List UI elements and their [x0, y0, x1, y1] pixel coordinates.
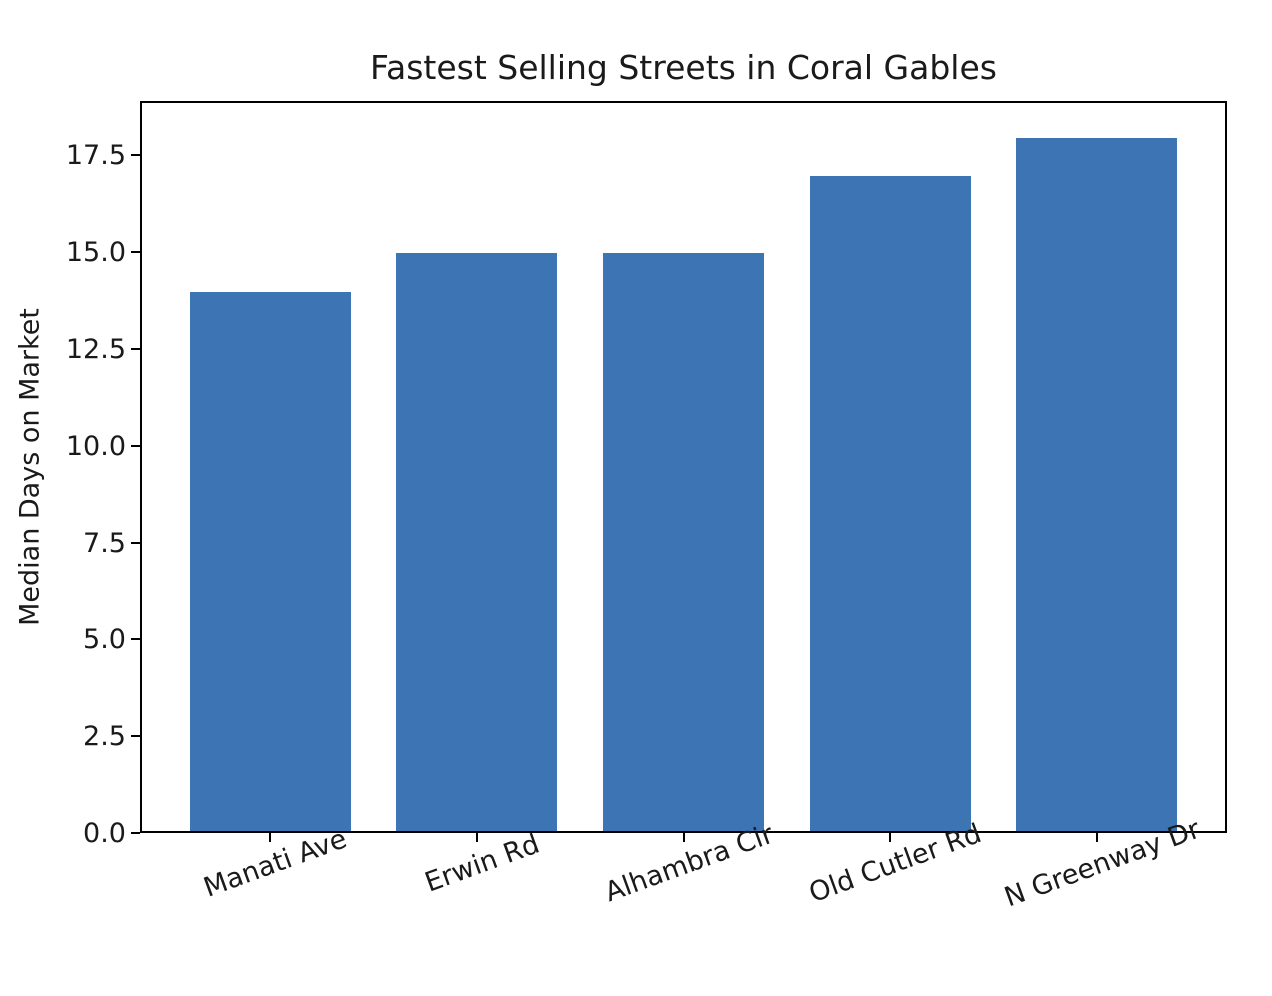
- bar-old-cutler-rd: [809, 176, 971, 831]
- bar-alhambra-cir: [602, 253, 765, 831]
- x-tick-label: Erwin Rd: [420, 828, 544, 899]
- chart-title: Fastest Selling Streets in Coral Gables: [370, 48, 997, 87]
- bar-n-greenway-dr: [1016, 137, 1178, 831]
- x-tick-label-anchor: Manati Ave: [195, 823, 351, 903]
- bar-erwin-rd: [396, 253, 558, 831]
- x-tick-label: Manati Ave: [199, 823, 352, 904]
- y-tick-label: 7.5: [83, 527, 126, 559]
- x-tick-label-anchor: Erwin Rd: [417, 829, 544, 899]
- y-tick-label: 17.5: [65, 140, 126, 172]
- y-tick-mark: [131, 251, 140, 254]
- x-tick-mark: [682, 833, 685, 842]
- x-tick-mark: [889, 833, 892, 842]
- y-tick-label: 15.0: [65, 237, 126, 269]
- x-tick-mark: [1095, 833, 1098, 842]
- y-tick-mark: [131, 735, 140, 738]
- x-tick-mark: [475, 833, 478, 842]
- x-tick-label-anchor: Alhambra Cir: [595, 819, 777, 909]
- y-tick-label: 5.0: [83, 624, 126, 656]
- y-tick-label: 2.5: [83, 721, 126, 753]
- y-tick-mark: [131, 444, 140, 447]
- x-tick-label-anchor: N Greenway Dr: [994, 814, 1204, 913]
- y-tick-label: 10.0: [65, 430, 126, 462]
- y-tick-mark: [131, 154, 140, 157]
- x-tick-label-anchor: Old Cutler Rd: [800, 818, 985, 909]
- y-tick-mark: [131, 541, 140, 544]
- y-tick-mark: [131, 347, 140, 350]
- y-tick-mark: [131, 832, 140, 834]
- y-tick-mark: [131, 638, 140, 641]
- x-tick-mark: [269, 833, 272, 842]
- plot-area: [140, 101, 1227, 833]
- y-tick-label: 12.5: [65, 333, 126, 365]
- bar-manati-ave: [189, 291, 351, 831]
- y-tick-label: 0.0: [83, 818, 126, 849]
